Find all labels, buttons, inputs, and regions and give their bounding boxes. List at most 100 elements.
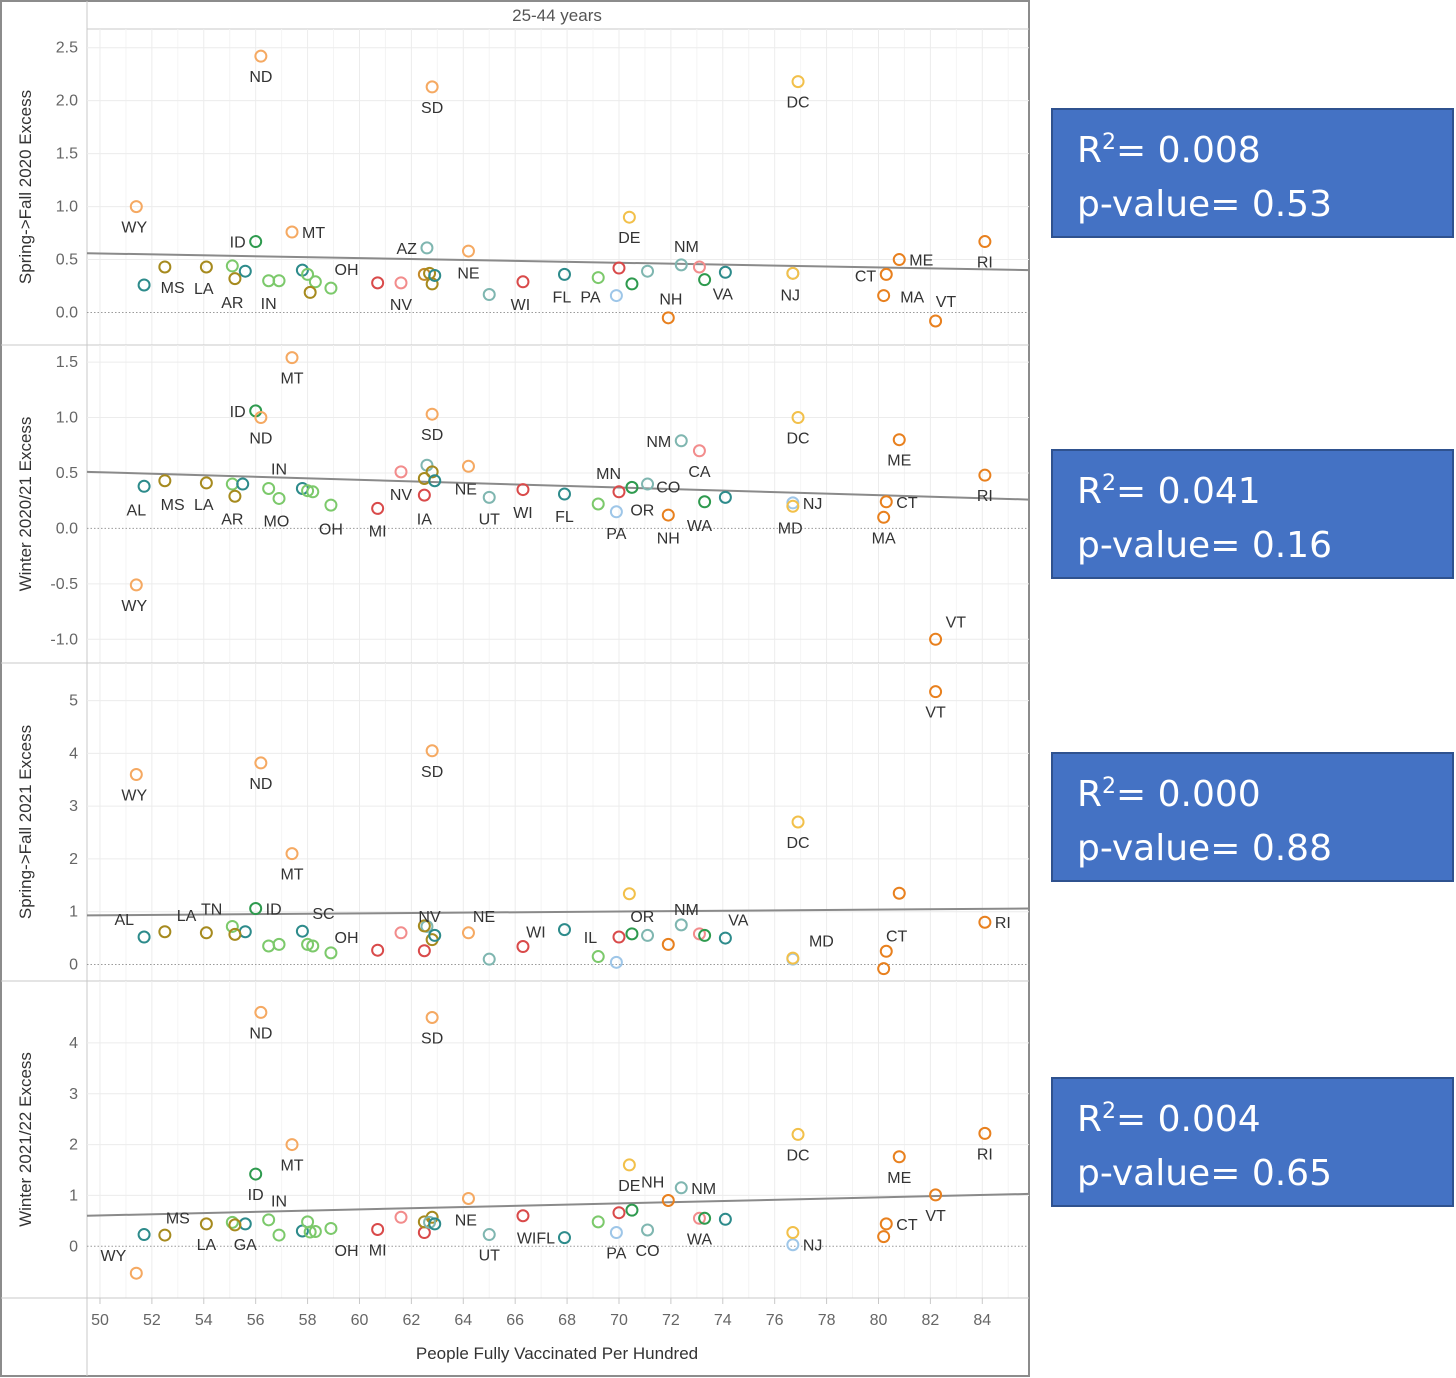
point-label: RI bbox=[977, 1146, 993, 1163]
data-point bbox=[425, 1011, 439, 1024]
data-point bbox=[786, 951, 800, 965]
point-label: MO bbox=[264, 514, 290, 531]
data-point bbox=[609, 955, 623, 969]
point-label: SD bbox=[421, 1031, 443, 1048]
point-label: NM bbox=[674, 239, 699, 256]
data-point bbox=[371, 943, 385, 957]
data-point bbox=[137, 479, 151, 493]
x-tick-label: 60 bbox=[351, 1312, 369, 1329]
data-point bbox=[661, 937, 675, 951]
point-label: NH bbox=[641, 1175, 664, 1192]
point-label: AR bbox=[221, 511, 243, 528]
point-label: OR bbox=[630, 909, 654, 926]
data-point bbox=[661, 311, 675, 325]
data-point bbox=[295, 924, 309, 938]
data-point bbox=[417, 944, 431, 958]
point-label: ID bbox=[230, 404, 246, 421]
y-tick-label: 4 bbox=[69, 745, 78, 762]
y-tick-label: 0.5 bbox=[56, 465, 78, 482]
point-label: PA bbox=[606, 1246, 626, 1263]
x-tick-label: 62 bbox=[402, 1312, 420, 1329]
x-tick-label: 82 bbox=[921, 1312, 939, 1329]
point-label: RI bbox=[977, 488, 993, 505]
point-label: ME bbox=[909, 253, 933, 270]
data-point bbox=[420, 241, 434, 255]
x-axis: 50 52 54 56 58 60 62 64 66 68 70 72 74 76 78 80 82 84 bbox=[1, 1297, 1029, 1329]
data-point bbox=[929, 314, 943, 328]
point-label: NJ bbox=[803, 496, 823, 513]
point-label: SD bbox=[421, 427, 443, 444]
data-point bbox=[428, 268, 442, 282]
data-point bbox=[625, 277, 639, 291]
data-point bbox=[308, 275, 322, 289]
data-point bbox=[786, 499, 800, 513]
data-point bbox=[228, 489, 242, 503]
point-label: DC bbox=[786, 835, 809, 852]
point-label: IN bbox=[261, 296, 277, 313]
data-point bbox=[892, 1150, 906, 1164]
y-tick-label: 0.0 bbox=[56, 305, 78, 322]
point-label: NV bbox=[390, 487, 413, 504]
point-label: LA bbox=[177, 908, 197, 925]
data-point bbox=[285, 847, 299, 861]
data-point bbox=[238, 264, 252, 278]
data-point bbox=[129, 768, 143, 782]
data-point bbox=[249, 1167, 263, 1181]
p-value-text: p-value= 0.16 bbox=[1077, 525, 1332, 566]
point-label: MA bbox=[900, 290, 924, 307]
data-point bbox=[674, 258, 688, 272]
data-point bbox=[423, 1215, 437, 1229]
data-point bbox=[394, 926, 408, 940]
data-point bbox=[137, 1228, 151, 1242]
data-point bbox=[158, 474, 172, 488]
data-point bbox=[557, 923, 571, 937]
data-point bbox=[417, 488, 431, 502]
data-point bbox=[591, 950, 605, 964]
trend-line bbox=[86, 470, 1030, 501]
point-label: VT bbox=[925, 1208, 946, 1225]
data-point bbox=[516, 940, 530, 954]
data-point bbox=[786, 1226, 800, 1240]
data-point bbox=[425, 407, 439, 421]
panels-layer: 0.0 0.5 1.0 1.5 2.0 2.5 Spring->Fall 2020 Exce… bbox=[1, 29, 1030, 1298]
point-label: MI bbox=[369, 524, 387, 541]
data-point bbox=[625, 927, 639, 941]
data-point bbox=[199, 260, 213, 274]
data-point bbox=[461, 459, 475, 473]
data-point bbox=[591, 1215, 605, 1229]
point-label: UT bbox=[479, 1248, 501, 1265]
point-label: PA bbox=[606, 526, 626, 543]
data-point bbox=[641, 477, 655, 491]
data-point bbox=[609, 289, 623, 303]
data-point bbox=[698, 928, 712, 942]
point-label: RI bbox=[977, 255, 993, 272]
data-point bbox=[877, 510, 891, 524]
data-point bbox=[718, 490, 732, 504]
data-point bbox=[249, 235, 263, 249]
data-point bbox=[137, 930, 151, 944]
y-tick-label: 1.0 bbox=[56, 410, 78, 427]
point-label: WA bbox=[687, 518, 713, 535]
data-point bbox=[622, 210, 636, 224]
point-label: DC bbox=[786, 1147, 809, 1164]
data-point bbox=[306, 939, 320, 953]
point-label: OH bbox=[335, 1243, 359, 1260]
point-label: AL bbox=[127, 503, 147, 520]
data-point bbox=[625, 480, 639, 494]
data-point bbox=[557, 267, 571, 281]
point-label: NJ bbox=[803, 1238, 823, 1255]
point-label: IL bbox=[584, 930, 597, 947]
data-point bbox=[301, 937, 315, 951]
data-point bbox=[625, 1203, 639, 1217]
data-point bbox=[228, 1218, 242, 1232]
point-label: SD bbox=[421, 100, 443, 117]
x-tick-label: 70 bbox=[610, 1312, 628, 1329]
data-point bbox=[698, 273, 712, 287]
point-label: NH bbox=[659, 292, 682, 309]
data-point bbox=[978, 235, 992, 249]
data-point bbox=[482, 952, 496, 966]
point-label: NV bbox=[390, 297, 413, 314]
point-label: ND bbox=[249, 69, 272, 86]
point-label: CO bbox=[656, 479, 680, 496]
data-point bbox=[674, 1181, 688, 1195]
